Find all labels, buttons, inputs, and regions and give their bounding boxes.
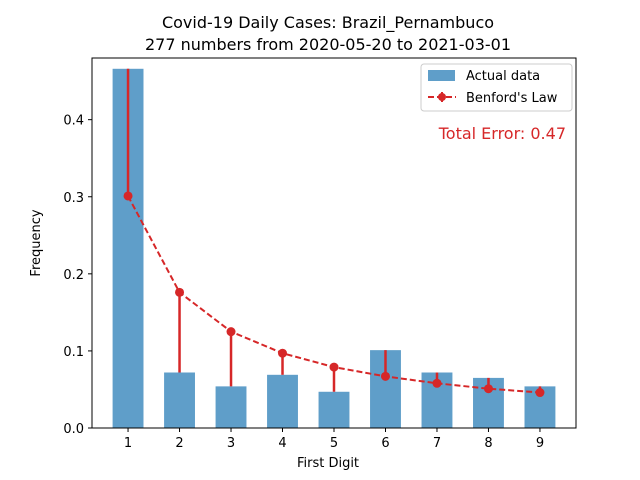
x-tick-label: 7	[433, 436, 441, 451]
x-axis-ticks: 1 2 3 4 5 6 7 8 9	[124, 428, 544, 451]
x-tick-label: 1	[124, 436, 132, 451]
x-axis-label: First Digit	[297, 456, 359, 471]
y-tick-label: 0.3	[63, 191, 84, 206]
x-tick-label: 3	[227, 436, 235, 451]
x-tick-label: 5	[330, 436, 338, 451]
benford-point-8	[483, 384, 493, 394]
benford-point-9	[535, 388, 545, 398]
x-tick-label: 6	[381, 436, 389, 451]
error-lines	[126, 68, 542, 393]
legend-label-benford: Benford's Law	[466, 91, 558, 106]
benford-point-6	[380, 371, 390, 381]
benford-point-2	[175, 287, 185, 297]
y-axis-ticks: 0.0 0.1 0.2 0.3 0.4	[63, 114, 92, 437]
benford-point-1	[123, 191, 133, 201]
total-error-annotation: Total Error: 0.47	[438, 124, 566, 143]
x-tick-label: 8	[484, 436, 492, 451]
benford-points	[123, 191, 545, 398]
x-tick-label: 2	[175, 436, 183, 451]
benford-point-4	[278, 348, 288, 358]
legend: Actual data Benford's Law	[420, 63, 573, 112]
chart-subtitle: 277 numbers from 2020-05-20 to 2021-03-0…	[145, 35, 511, 54]
legend-bar-swatch	[428, 70, 455, 81]
x-tick-label: 9	[536, 436, 544, 451]
legend-marker-swatch	[438, 93, 446, 101]
benford-point-5	[329, 362, 339, 372]
benford-point-7	[432, 378, 442, 388]
benford-point-3	[226, 327, 236, 337]
y-axis-label: Frequency	[29, 209, 44, 276]
bar-4	[267, 374, 298, 428]
x-tick-label: 4	[278, 436, 286, 451]
y-tick-label: 0.4	[63, 114, 84, 129]
legend-box	[420, 63, 573, 112]
chart-title: Covid-19 Daily Cases: Brazil_Pernambuco	[162, 13, 494, 33]
legend-label-actual: Actual data	[466, 69, 540, 84]
y-tick-label: 0.1	[63, 345, 84, 360]
bar-5	[318, 391, 350, 428]
y-tick-label: 0.0	[63, 422, 84, 437]
bar-3	[215, 386, 247, 428]
y-tick-label: 0.2	[63, 268, 84, 283]
bar-2	[164, 372, 195, 428]
